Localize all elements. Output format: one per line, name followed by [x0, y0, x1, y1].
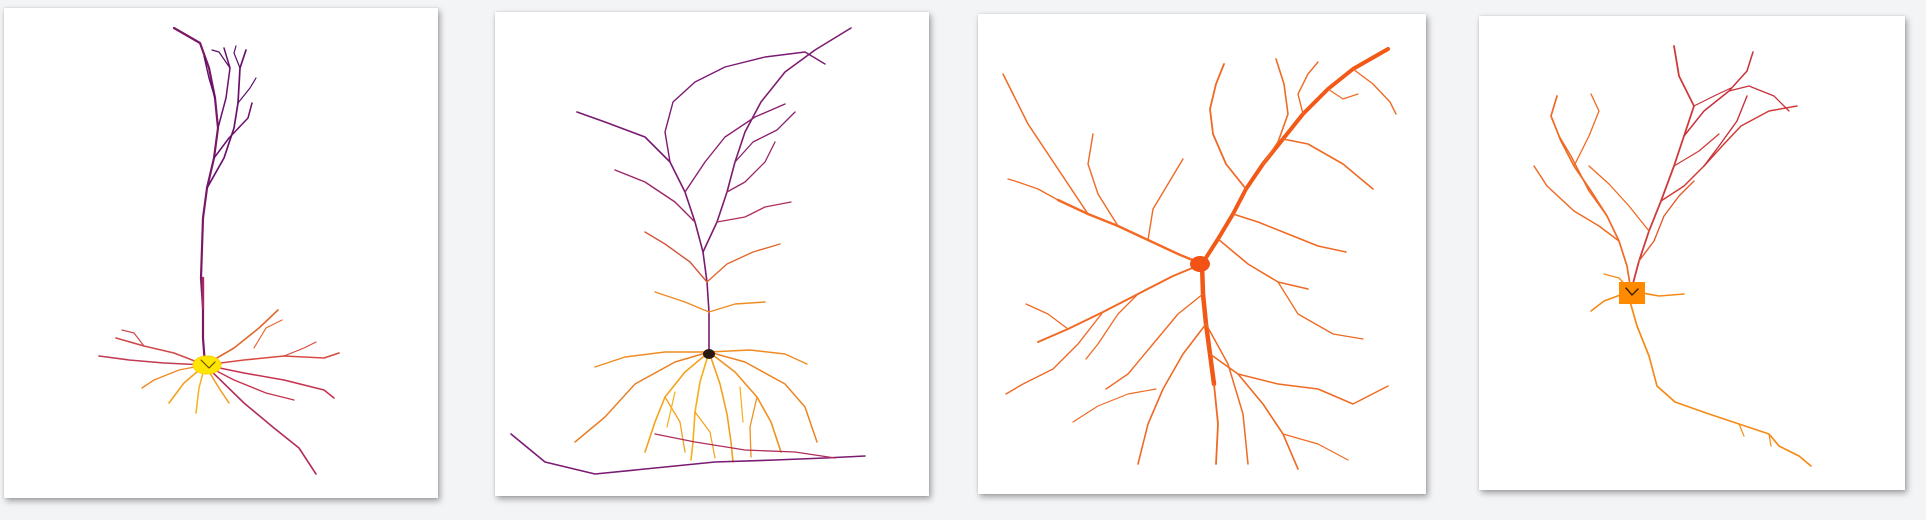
neuron-morphology-3: [1002, 47, 1397, 470]
neuron-morphology-4: [1533, 45, 1812, 467]
neuron-panel-3: [978, 14, 1426, 494]
neuron-morphology-2: [510, 27, 866, 475]
neuron-morphology-1: [98, 26, 340, 475]
neuron-panel-1: [4, 8, 438, 498]
neuron-panel-4: [1479, 16, 1905, 490]
neuron-panel-2: [495, 12, 929, 496]
